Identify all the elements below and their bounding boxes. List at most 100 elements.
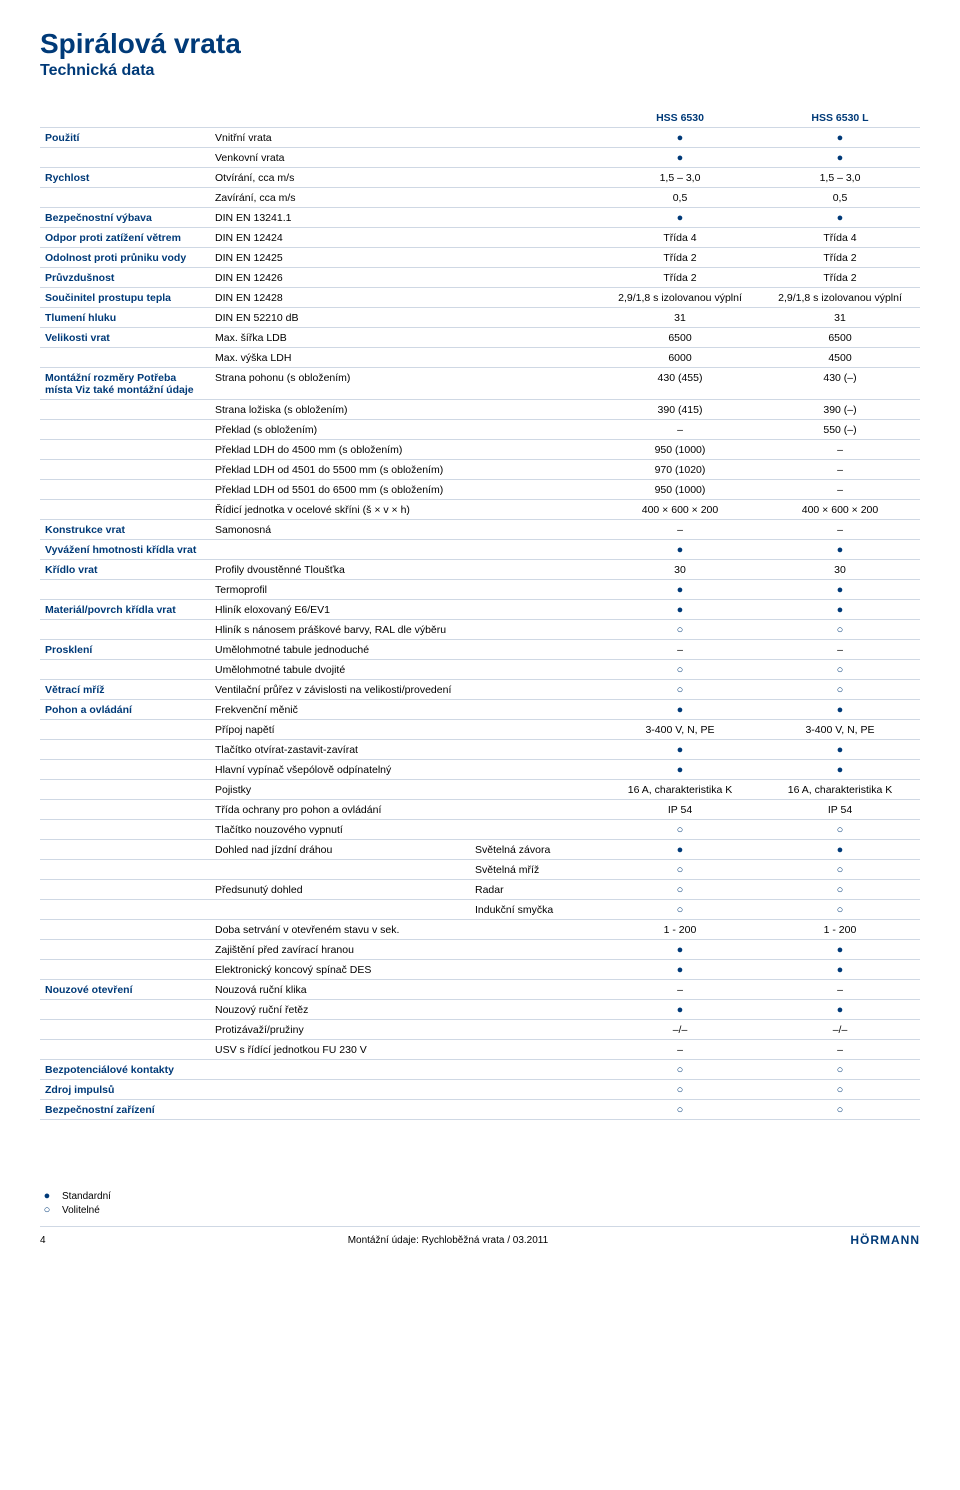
dot-icon xyxy=(677,745,684,755)
table-row: Předsunutý dohledRadar xyxy=(40,880,920,900)
table-row: Bezpotenciálové kontakty xyxy=(40,1060,920,1080)
row-group-label xyxy=(40,820,210,840)
row-sublabel: Protizávaží/pružiny xyxy=(210,1020,600,1040)
row-value-1 xyxy=(600,820,760,840)
ring-icon xyxy=(677,865,684,875)
table-row: USV s řídící jednotkou FU 230 V–– xyxy=(40,1040,920,1060)
ring-icon xyxy=(837,685,844,695)
dot-icon xyxy=(837,605,844,615)
row-sublabel: Překlad LDH od 4501 do 5500 mm (s oblože… xyxy=(210,460,600,480)
legend: ● Standardní ○ Volitelné xyxy=(40,1190,920,1216)
row-value-1: 950 (1000) xyxy=(600,440,760,460)
dot-icon xyxy=(837,945,844,955)
row-sublabel: Termoprofil xyxy=(210,580,600,600)
table-row: Součinitel prostupu teplaDIN EN 124282,9… xyxy=(40,288,920,308)
dot-icon xyxy=(677,705,684,715)
table-row: Konstrukce vratSamonosná–– xyxy=(40,520,920,540)
dot-icon xyxy=(837,153,844,163)
row-value-1 xyxy=(600,840,760,860)
row-sublabel xyxy=(210,860,470,880)
table-row: Překlad LDH od 5501 do 6500 mm (s oblože… xyxy=(40,480,920,500)
row-value-1 xyxy=(600,1060,760,1080)
row-value-2: IP 54 xyxy=(760,800,920,820)
dot-icon xyxy=(677,213,684,223)
legend-optional-label: Volitelné xyxy=(62,1205,100,1216)
table-row: Křídlo vratProfily dvoustěnné Tloušťka30… xyxy=(40,560,920,580)
row-sublabel: Překlad (s obložením) xyxy=(210,420,600,440)
row-value-1 xyxy=(600,148,760,168)
row-sublabel: DIN EN 13241.1 xyxy=(210,208,600,228)
row-sublabel: Hliník eloxovaný E6/EV1 xyxy=(210,600,600,620)
row-sublabel: DIN EN 12426 xyxy=(210,268,600,288)
row-value-2 xyxy=(760,1080,920,1100)
row-sublabel: Max. výška LDH xyxy=(210,348,600,368)
page-subtitle: Technická data xyxy=(40,62,920,80)
table-header-row: HSS 6530 HSS 6530 L xyxy=(40,108,920,128)
row-value-2 xyxy=(760,700,920,720)
ring-icon xyxy=(837,865,844,875)
row-value-1: 6000 xyxy=(600,348,760,368)
row-value-2 xyxy=(760,148,920,168)
row-group-label: Rychlost xyxy=(40,168,210,188)
row-value-1 xyxy=(600,940,760,960)
row-value-1: IP 54 xyxy=(600,800,760,820)
ring-icon xyxy=(677,1065,684,1075)
table-row: Řídicí jednotka v ocelové skříni (š × v … xyxy=(40,500,920,520)
row-value-1 xyxy=(600,1100,760,1120)
dot-icon xyxy=(677,153,684,163)
row-value-2: 2,9/1,8 s izolovanou výplní xyxy=(760,288,920,308)
table-row: Materiál/povrch křídla vratHliník eloxov… xyxy=(40,600,920,620)
row-group-label: Tlumení hluku xyxy=(40,308,210,328)
row-sublabel: Překlad LDH do 4500 mm (s obložením) xyxy=(210,440,600,460)
row-value-2: – xyxy=(760,440,920,460)
row-value-1: 3-400 V, N, PE xyxy=(600,720,760,740)
row-group-label: Průvzdušnost xyxy=(40,268,210,288)
col-header-2: HSS 6530 L xyxy=(760,108,920,128)
row-value-2 xyxy=(760,620,920,640)
row-group-label xyxy=(40,148,210,168)
row-value-1: 430 (455) xyxy=(600,368,760,400)
row-sublabel2: Indukční smyčka xyxy=(470,900,600,920)
row-value-1 xyxy=(600,580,760,600)
footer-brand: HÖRMANN xyxy=(850,1233,920,1247)
dot-icon xyxy=(837,213,844,223)
row-value-1: – xyxy=(600,640,760,660)
row-value-2: – xyxy=(760,640,920,660)
row-value-2 xyxy=(760,940,920,960)
row-value-2: – xyxy=(760,480,920,500)
dot-icon xyxy=(677,585,684,595)
row-value-1 xyxy=(600,540,760,560)
row-group-label xyxy=(40,780,210,800)
row-value-1: 970 (1020) xyxy=(600,460,760,480)
row-group-label xyxy=(40,860,210,880)
row-value-2: 430 (–) xyxy=(760,368,920,400)
row-group-label: Konstrukce vrat xyxy=(40,520,210,540)
row-sublabel: Hlavní vypínač všepólově odpínatelný xyxy=(210,760,600,780)
table-row: Tlačítko otvírat-zastavit-zavírat xyxy=(40,740,920,760)
row-sublabel xyxy=(210,900,470,920)
row-value-2 xyxy=(760,540,920,560)
table-row: Třída ochrany pro pohon a ovládáníIP 54I… xyxy=(40,800,920,820)
row-sublabel: Předsunutý dohled xyxy=(210,880,470,900)
row-value-1: 31 xyxy=(600,308,760,328)
row-value-1 xyxy=(600,208,760,228)
row-value-1: 30 xyxy=(600,560,760,580)
table-row: Tlumení hlukuDIN EN 52210 dB3131 xyxy=(40,308,920,328)
row-group-label xyxy=(40,840,210,860)
table-row: Protizávaží/pružiny–/––/– xyxy=(40,1020,920,1040)
col-blank-1 xyxy=(40,108,210,128)
row-value-1 xyxy=(600,1080,760,1100)
row-group-label xyxy=(40,900,210,920)
dot-icon xyxy=(677,845,684,855)
legend-standard-label: Standardní xyxy=(62,1191,111,1202)
row-group-label xyxy=(40,940,210,960)
row-value-2 xyxy=(760,580,920,600)
row-group-label: Zdroj impulsů xyxy=(40,1080,210,1100)
ring-icon xyxy=(677,665,684,675)
row-group-label: Odolnost proti průniku vody xyxy=(40,248,210,268)
table-row: Bezpečnostní zařízení xyxy=(40,1100,920,1120)
ring-icon xyxy=(837,665,844,675)
table-row: Termoprofil xyxy=(40,580,920,600)
row-value-1: 1 - 200 xyxy=(600,920,760,940)
row-group-label xyxy=(40,760,210,780)
